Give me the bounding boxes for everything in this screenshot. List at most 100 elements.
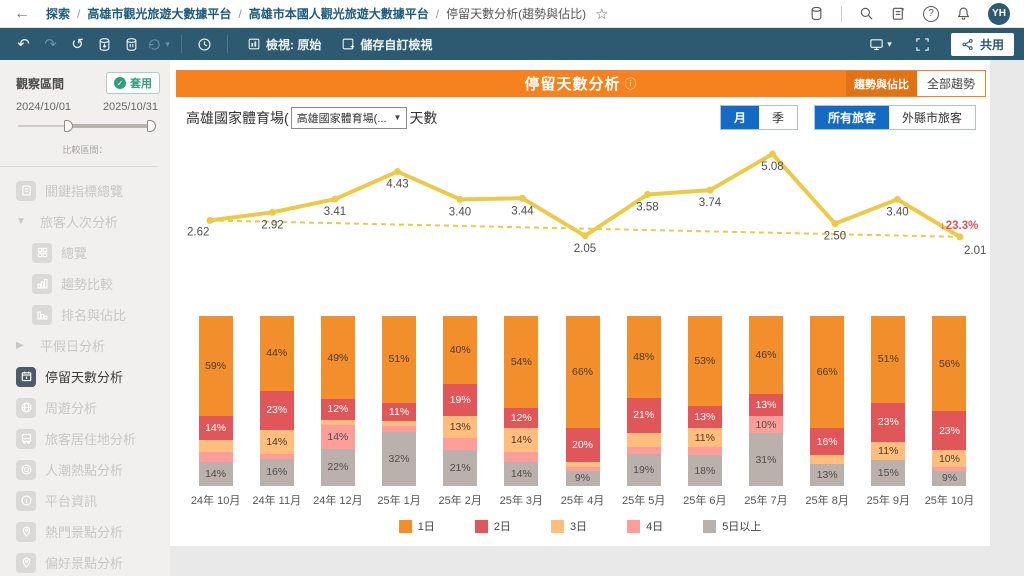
bar-segment-2日[interactable]: 19% [443, 384, 478, 417]
line-point[interactable] [706, 186, 714, 194]
bar-segment-2日[interactable]: 11% [382, 402, 417, 422]
bar-segment-3日[interactable] [565, 462, 600, 468]
date-range-slider[interactable] [18, 118, 156, 134]
bar-segment-2日[interactable]: 21% [626, 397, 661, 434]
data-source-icon[interactable] [809, 6, 824, 21]
bar-segment-2日[interactable]: 23% [932, 411, 967, 451]
bar-segment-2日[interactable]: 23% [259, 390, 294, 430]
bar-segment-2日[interactable]: 16% [810, 428, 845, 456]
bar-segment-3日[interactable]: 10% [932, 450, 967, 468]
line-point[interactable] [581, 232, 589, 240]
bar-segment-1日[interactable]: 66% [810, 316, 845, 429]
chevron-expanded-icon[interactable]: ▼ [16, 216, 26, 227]
bar-segment-2日[interactable]: 14% [198, 416, 233, 441]
bar-segment-4日[interactable] [504, 451, 539, 463]
bar-segment-5日以上[interactable]: 32% [382, 431, 417, 486]
bar-segment-1日[interactable]: 59% [198, 316, 233, 417]
bar-segment-3日[interactable]: 14% [259, 429, 294, 454]
bar-segment-3日[interactable]: 13% [443, 416, 478, 439]
toggle-outside-visitors[interactable]: 外縣市旅客 [888, 106, 975, 129]
help-icon[interactable]: ? [923, 5, 939, 22]
legend-item-4日[interactable]: 4日 [627, 518, 663, 534]
bar-segment-5日以上[interactable]: 14% [198, 462, 233, 486]
new-workbook-icon[interactable] [891, 6, 906, 21]
bar-segment-5日以上[interactable]: 13% [810, 463, 845, 486]
info-icon[interactable]: ⓘ [624, 77, 638, 91]
bar-segment-5日以上[interactable]: 16% [259, 458, 294, 486]
bar-segment-4日[interactable]: 10% [748, 416, 783, 434]
bar-segment-1日[interactable]: 51% [871, 316, 906, 403]
breadcrumb-link[interactable]: 探索 [46, 7, 71, 21]
apply-button[interactable]: ✓ 套用 [106, 72, 160, 94]
bar-segment-4日[interactable]: 14% [320, 424, 355, 449]
legend-item-2日[interactable]: 2日 [474, 518, 511, 534]
bar-segment-5日以上[interactable]: 31% [748, 433, 783, 486]
breadcrumb-link[interactable]: 高雄市觀光旅遊大數據平台 [87, 7, 232, 21]
bar-segment-1日[interactable]: 56% [932, 316, 967, 412]
bar-segment-3日[interactable] [320, 419, 355, 425]
sidebar-item-platform-info[interactable]: 平台資訊 [0, 485, 170, 516]
search-icon[interactable] [859, 6, 874, 21]
notifications-bell-icon[interactable] [956, 6, 971, 21]
line-point[interactable] [831, 220, 839, 228]
toggle-all-visitors[interactable]: 所有旅客 [814, 106, 889, 129]
bar-segment-2日[interactable]: 12% [320, 399, 355, 420]
bar-segment-1日[interactable]: 46% [748, 316, 783, 395]
sidebar-item-residence-analysis[interactable]: 旅客居住地分析 [0, 423, 170, 454]
bar-segment-2日[interactable]: 13% [687, 406, 722, 429]
legend-item-3日[interactable]: 3日 [550, 518, 587, 534]
line-point[interactable] [269, 208, 276, 216]
bar-segment-1日[interactable]: 48% [626, 316, 661, 398]
share-button[interactable]: 共用 [950, 32, 1014, 56]
bar-segment-2日[interactable]: 12% [504, 407, 539, 429]
bar-segment-5日以上[interactable]: 22% [320, 448, 355, 486]
legend-item-1日[interactable]: 1日 [398, 518, 435, 534]
refresh-timer-icon[interactable] [191, 37, 218, 52]
sidebar-item-visitor-count-analysis[interactable]: ▼ 旅客人次分析 [0, 206, 170, 237]
undo-icon[interactable]: ↶ [17, 36, 30, 53]
bar-segment-3日[interactable]: 11% [687, 428, 722, 447]
sidebar-item-stay-days-analysis[interactable]: 停留天數分析 [0, 361, 170, 392]
line-point[interactable] [769, 150, 776, 158]
bar-segment-4日[interactable] [932, 467, 967, 471]
bar-segment-2日[interactable]: 20% [565, 428, 600, 463]
bar-segment-3日[interactable] [626, 433, 661, 447]
bar-segment-1日[interactable]: 40% [443, 316, 478, 384]
toggle-quarter[interactable]: 季 [758, 106, 797, 129]
sidebar-item-key-indicator-overview[interactable]: 關鍵指標總覽 [0, 175, 170, 206]
tab-all-trends[interactable]: 全部趨勢 [916, 71, 985, 96]
line-point[interactable] [956, 233, 964, 241]
bar-segment-5日以上[interactable]: 9% [565, 470, 600, 486]
slider-handle-end[interactable] [147, 120, 156, 132]
line-point[interactable] [394, 168, 401, 176]
bar-segment-1日[interactable]: 44% [259, 316, 294, 391]
pause-updates-icon[interactable] [118, 37, 145, 52]
redo-icon[interactable]: ↷ [44, 36, 57, 53]
bar-segment-5日以上[interactable]: 21% [443, 450, 478, 486]
bar-segment-5日以上[interactable]: 19% [626, 453, 661, 486]
bar-segment-1日[interactable]: 53% [687, 316, 722, 407]
breadcrumb-link[interactable]: 高雄市本國人觀光旅遊大數據平台 [248, 7, 429, 21]
line-point[interactable] [456, 195, 464, 203]
line-point[interactable] [331, 195, 339, 203]
bar-segment-4日[interactable] [626, 446, 661, 454]
bar-segment-4日[interactable] [687, 446, 722, 456]
line-point[interactable] [644, 191, 651, 198]
slider-handle-start[interactable] [63, 120, 73, 132]
legend-item-5日以上[interactable]: 5日以上 [703, 518, 761, 534]
bar-segment-4日[interactable] [443, 438, 478, 451]
save-custom-view-button[interactable]: 儲存自訂檢視 [341, 36, 432, 53]
line-point[interactable] [519, 194, 526, 202]
bar-segment-5日以上[interactable]: 9% [932, 470, 967, 486]
revert-icon[interactable]: ↺ [71, 36, 84, 53]
bar-segment-1日[interactable]: 49% [320, 316, 355, 400]
sidebar-item-crowd-hotspot-analysis[interactable]: 人潮熱點分析 [0, 454, 170, 485]
chevron-collapsed-icon[interactable]: ▶ [16, 340, 24, 351]
bar-segment-1日[interactable]: 66% [565, 316, 600, 429]
bar-segment-3日[interactable] [810, 455, 845, 464]
bar-segment-2日[interactable]: 13% [748, 394, 783, 417]
bar-segment-1日[interactable]: 51% [382, 316, 417, 403]
sidebar-item-ranking-share[interactable]: 排名與佔比 [0, 299, 170, 330]
toggle-month[interactable]: 月 [720, 106, 759, 129]
tab-trend-share[interactable]: 趨勢與佔比 [845, 71, 917, 96]
